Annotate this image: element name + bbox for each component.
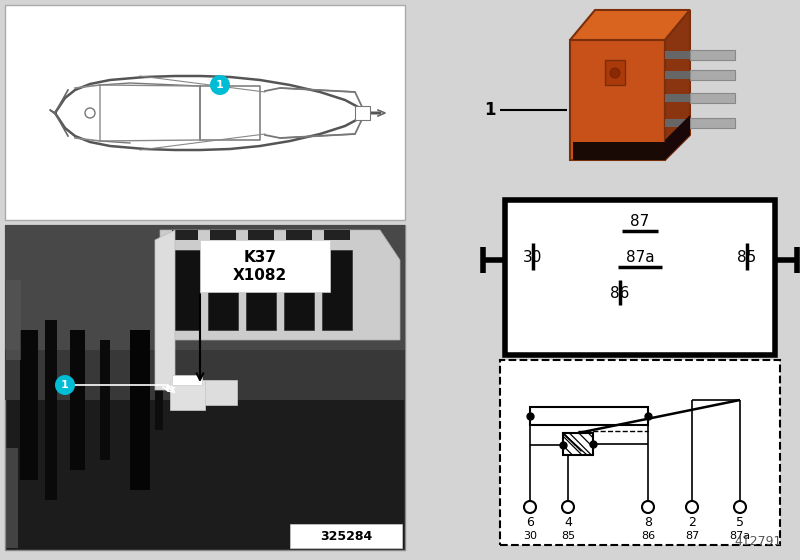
- Text: 325284: 325284: [320, 530, 372, 543]
- Bar: [20, 330, 38, 480]
- Bar: [200, 240, 330, 292]
- Circle shape: [610, 68, 620, 78]
- Text: 412791: 412791: [734, 535, 782, 548]
- Bar: [172, 375, 202, 385]
- Bar: [665, 50, 690, 58]
- Text: 87a: 87a: [730, 531, 750, 541]
- Bar: [324, 230, 350, 240]
- Polygon shape: [160, 230, 400, 340]
- Bar: [248, 230, 274, 240]
- Circle shape: [55, 375, 75, 395]
- Bar: [500, 360, 780, 545]
- Bar: [355, 106, 370, 120]
- Bar: [290, 524, 402, 548]
- Bar: [210, 230, 236, 240]
- Text: 30: 30: [523, 250, 542, 264]
- Bar: [172, 230, 198, 240]
- Circle shape: [686, 501, 698, 513]
- Bar: [205, 380, 237, 405]
- Bar: [605, 60, 625, 85]
- Polygon shape: [155, 230, 175, 390]
- Text: 8: 8: [644, 516, 652, 530]
- Bar: [170, 380, 205, 410]
- Bar: [573, 142, 665, 160]
- Circle shape: [642, 501, 654, 513]
- Text: 85: 85: [738, 250, 757, 264]
- Bar: [5, 225, 405, 550]
- Text: 5: 5: [736, 516, 744, 530]
- Bar: [6, 448, 18, 548]
- Circle shape: [734, 501, 746, 513]
- Bar: [530, 407, 648, 425]
- Bar: [100, 340, 110, 460]
- Bar: [284, 250, 314, 330]
- Polygon shape: [665, 10, 690, 160]
- Bar: [690, 49, 735, 59]
- Bar: [690, 69, 735, 80]
- Bar: [5, 225, 405, 350]
- Bar: [665, 94, 690, 101]
- Bar: [45, 320, 57, 500]
- Bar: [570, 40, 665, 160]
- Bar: [690, 92, 735, 102]
- Bar: [665, 119, 690, 127]
- Bar: [70, 330, 85, 470]
- Text: 30: 30: [523, 531, 537, 541]
- Bar: [208, 250, 238, 330]
- Bar: [505, 200, 775, 355]
- Text: 86: 86: [610, 286, 630, 301]
- Text: 86: 86: [641, 531, 655, 541]
- Circle shape: [210, 75, 230, 95]
- Bar: [286, 230, 312, 240]
- Text: 1: 1: [216, 80, 224, 90]
- Bar: [6, 280, 21, 360]
- Bar: [563, 433, 593, 455]
- Circle shape: [524, 501, 536, 513]
- Bar: [130, 330, 150, 490]
- Bar: [246, 250, 276, 330]
- Bar: [322, 250, 352, 330]
- Bar: [155, 330, 163, 430]
- Text: 1: 1: [484, 101, 496, 119]
- Bar: [665, 71, 690, 78]
- Text: 2: 2: [688, 516, 696, 530]
- Text: 87: 87: [630, 214, 650, 230]
- Circle shape: [562, 501, 574, 513]
- Bar: [690, 118, 735, 128]
- Text: 4: 4: [564, 516, 572, 530]
- Bar: [5, 225, 405, 400]
- Bar: [170, 250, 200, 330]
- Polygon shape: [665, 115, 690, 160]
- Text: 87a: 87a: [626, 250, 654, 264]
- Circle shape: [85, 108, 95, 118]
- Text: 6: 6: [526, 516, 534, 530]
- Text: K37: K37: [243, 250, 277, 265]
- Text: 85: 85: [561, 531, 575, 541]
- Bar: [5, 5, 405, 220]
- Text: X1082: X1082: [233, 268, 287, 283]
- Polygon shape: [570, 10, 690, 40]
- Text: 1: 1: [61, 380, 69, 390]
- Text: 87: 87: [685, 531, 699, 541]
